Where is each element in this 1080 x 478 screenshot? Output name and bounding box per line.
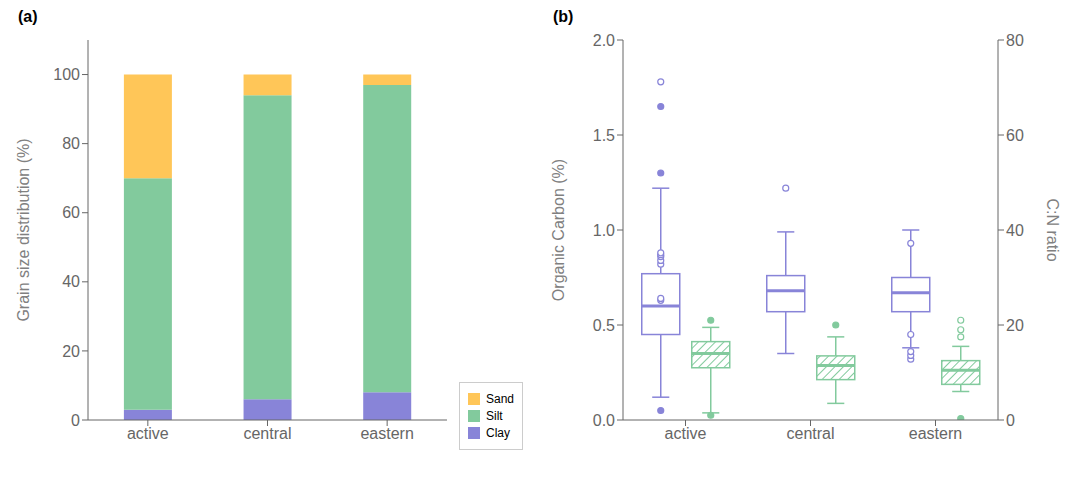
svg-text:0.5: 0.5 (593, 317, 615, 334)
svg-text:80: 80 (1006, 32, 1024, 49)
svg-text:2.0: 2.0 (593, 32, 615, 49)
svg-text:C:N ratio: C:N ratio (1044, 198, 1061, 261)
svg-text:0.0: 0.0 (593, 412, 615, 429)
svg-text:0: 0 (1006, 412, 1015, 429)
svg-text:40: 40 (1006, 222, 1024, 239)
svg-text:1.0: 1.0 (593, 222, 615, 239)
html-text:Silt: Silt (486, 409, 503, 423)
svg-text:60: 60 (1006, 127, 1024, 144)
html-text:Clay: Clay (486, 426, 510, 440)
svg-text:80: 80 (62, 135, 80, 152)
svg-text:Organic Carbon (%): Organic Carbon (%) (550, 159, 567, 301)
svg-text:active: active (127, 425, 169, 442)
svg-text:60: 60 (62, 204, 80, 221)
svg-text:eastern: eastern (360, 425, 413, 442)
svg-text:0: 0 (71, 412, 80, 429)
svg-text:20: 20 (62, 343, 80, 360)
svg-text:central: central (786, 425, 834, 442)
svg-text:active: active (665, 425, 707, 442)
svg-text:40: 40 (62, 273, 80, 290)
svg-text:Grain size distribution (%): Grain size distribution (%) (15, 138, 32, 321)
svg-text:1.5: 1.5 (593, 127, 615, 144)
svg-text:eastern: eastern (909, 425, 962, 442)
html-text:(b): (b) (553, 8, 574, 25)
html-text:Sand: Sand (486, 392, 514, 406)
svg-text:100: 100 (53, 66, 80, 83)
html-text:(a): (a) (18, 8, 38, 25)
svg-text:central: central (243, 425, 291, 442)
svg-text:20: 20 (1006, 317, 1024, 334)
